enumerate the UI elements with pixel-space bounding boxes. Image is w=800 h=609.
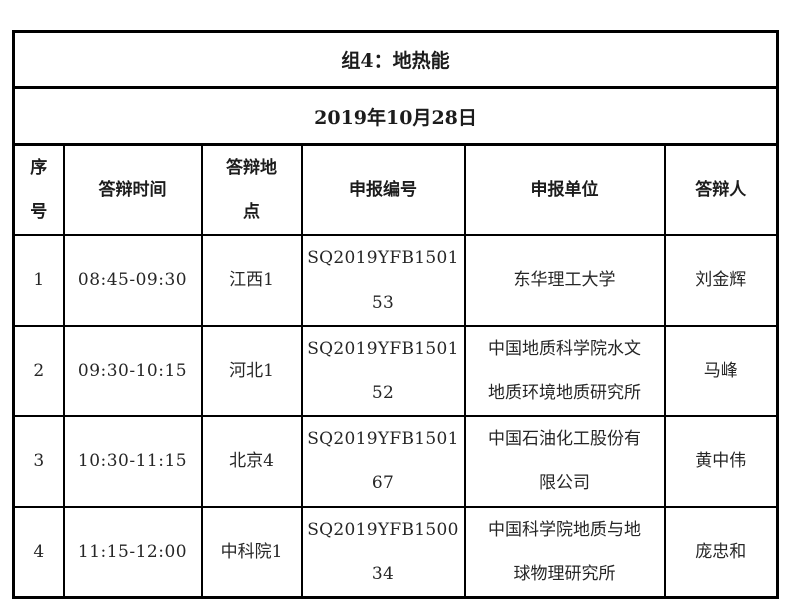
cell-time: 11:15-12:00 <box>62 505 203 599</box>
cell-location: 河北1 <box>200 324 303 418</box>
session-date: 2019年10月28日 <box>12 86 779 146</box>
cell-time: 10:30-11:15 <box>62 415 203 508</box>
table-row: 1 08:45-09:30 江西1 SQ2019YFB1501 53 东华理工大… <box>12 234 779 327</box>
group-title-row: 组4：地热能 <box>12 30 779 89</box>
cell-index: 4 <box>12 505 65 599</box>
cell-location: 江西1 <box>200 234 303 327</box>
cell-index: 1 <box>12 234 65 327</box>
cell-code: SQ2019YFB1501 52 <box>300 324 466 418</box>
table-header-row: 序 号 答辩时间 答辩地 点 申报编号 申报单位 答辩人 <box>12 143 779 237</box>
cell-org: 中国石油化工股份有 限公司 <box>463 415 666 508</box>
header-location: 答辩地 点 <box>200 143 303 237</box>
cell-time: 09:30-10:15 <box>62 324 203 418</box>
cell-location: 中科院1 <box>200 505 303 599</box>
cell-defender: 黄中伟 <box>663 415 779 508</box>
cell-code: SQ2019YFB1501 53 <box>300 234 466 327</box>
header-index: 序 号 <box>12 143 65 237</box>
cell-code: SQ2019YFB1500 34 <box>300 505 466 599</box>
cell-org: 中国地质科学院水文 地质环境地质研究所 <box>463 324 666 418</box>
header-time: 答辩时间 <box>62 143 203 237</box>
group-title: 组4：地热能 <box>12 30 779 89</box>
cell-defender: 庞忠和 <box>663 505 779 599</box>
header-org: 申报单位 <box>463 143 666 237</box>
cell-time: 08:45-09:30 <box>62 234 203 327</box>
cell-index: 3 <box>12 415 65 508</box>
cell-org: 中国科学院地质与地 球物理研究所 <box>463 505 666 599</box>
header-defender: 答辩人 <box>663 143 779 237</box>
cell-defender: 刘金辉 <box>663 234 779 327</box>
defense-schedule-table: 组4：地热能 2019年10月28日 序 号 答辩时间 答辩地 点 申报编号 申… <box>12 30 780 599</box>
cell-defender: 马峰 <box>663 324 779 418</box>
cell-location: 北京4 <box>200 415 303 508</box>
header-code: 申报编号 <box>300 143 466 237</box>
cell-index: 2 <box>12 324 65 418</box>
session-date-row: 2019年10月28日 <box>12 86 779 146</box>
table-row: 4 11:15-12:00 中科院1 SQ2019YFB1500 34 中国科学… <box>12 505 779 599</box>
table-row: 2 09:30-10:15 河北1 SQ2019YFB1501 52 中国地质科… <box>12 324 779 418</box>
cell-org: 东华理工大学 <box>463 234 666 327</box>
table-row: 3 10:30-11:15 北京4 SQ2019YFB1501 67 中国石油化… <box>12 415 779 508</box>
cell-code: SQ2019YFB1501 67 <box>300 415 466 508</box>
